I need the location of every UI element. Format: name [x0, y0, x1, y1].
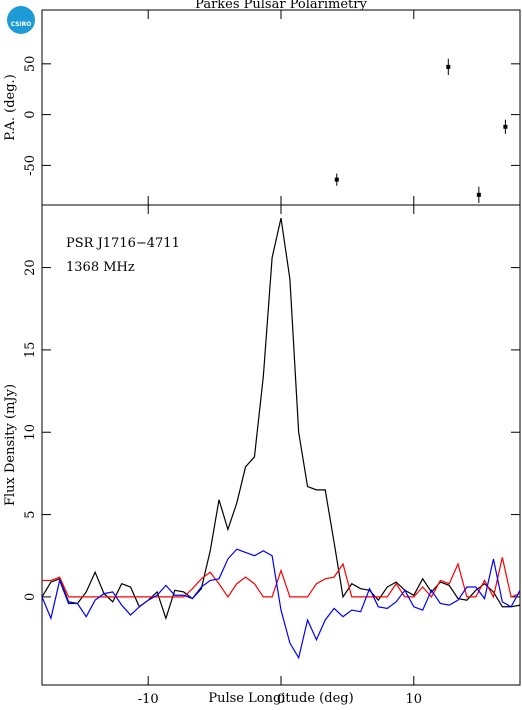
y-tick-label: 5 — [23, 510, 38, 518]
x-tick-label: -10 — [138, 692, 159, 707]
y-tick-label: 50 — [23, 56, 38, 73]
point — [476, 192, 481, 197]
y-tick-label: 15 — [23, 342, 38, 359]
x-axis-label: Pulse Longitude (deg) — [208, 691, 353, 706]
point — [503, 124, 508, 129]
y-tick-label: 10 — [23, 424, 38, 441]
y-tick-label: 0 — [23, 593, 38, 601]
data-line — [42, 557, 521, 599]
y-tick-label: 20 — [23, 259, 38, 276]
x-tick-label: 0 — [277, 692, 285, 707]
y-tick-label: 0 — [23, 110, 38, 118]
point — [334, 177, 339, 182]
point — [446, 64, 451, 69]
logo-badge — [7, 6, 35, 34]
x-tick-label: 10 — [406, 692, 423, 707]
data-line — [41, 548, 521, 660]
annotation: 1368 MHz — [66, 260, 135, 275]
y-axis-label: P.A. (deg.) — [3, 74, 18, 141]
logo-text: CSIRO — [11, 21, 32, 28]
y-tick-label: -50 — [23, 155, 38, 176]
data-line — [41, 218, 521, 621]
y-axis-label: Flux Density (mJy) — [3, 384, 18, 506]
annotation: PSR J1716−4711 — [66, 236, 180, 251]
chart-title: Parkes Pulsar Polarimetry — [195, 0, 367, 12]
